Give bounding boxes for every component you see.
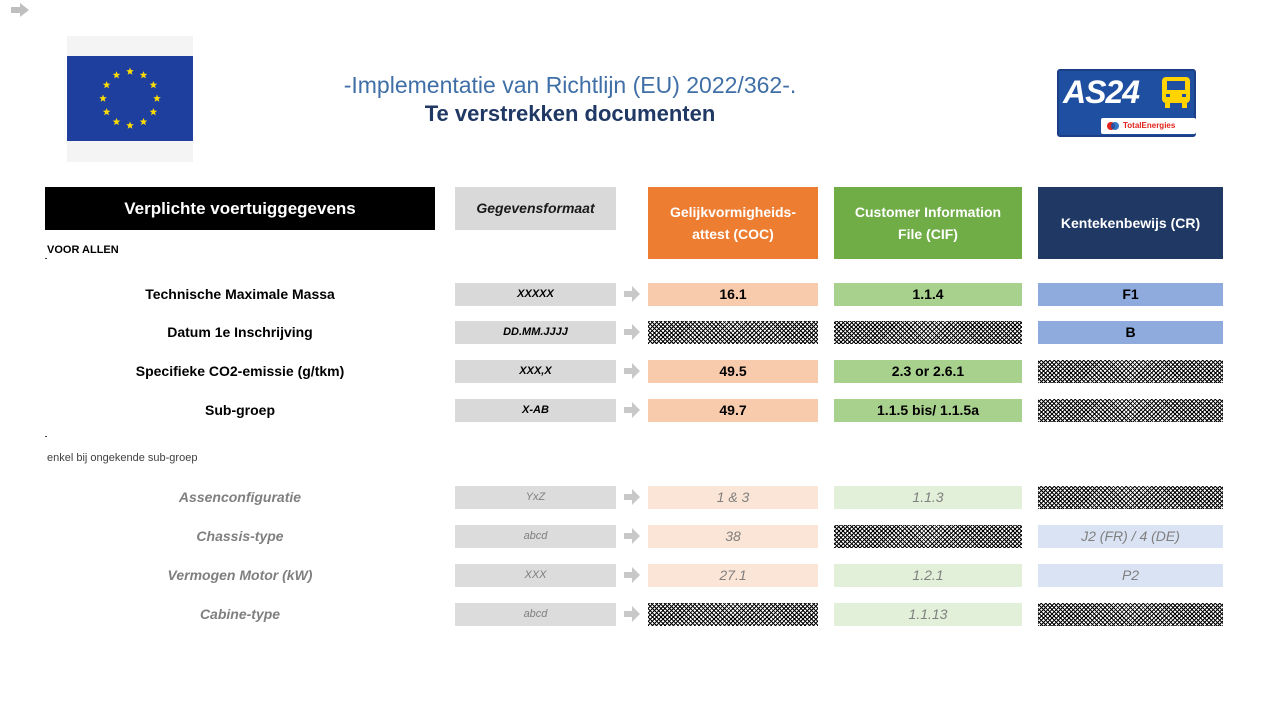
page-subtitle: Te verstrekken documenten [424, 101, 716, 126]
section-label-all: VOOR ALLEN [47, 244, 119, 256]
eu-flag-icon [67, 56, 193, 141]
cif-cell [834, 321, 1022, 344]
cif-cell: 2.3 or 2.6.1 [834, 360, 1022, 383]
right-arrow-icon [624, 567, 640, 583]
right-arrow-icon [624, 324, 640, 340]
logo-subtext: TotalEnergies [1101, 118, 1196, 134]
coc-cell: 1 & 3 [648, 486, 818, 509]
cif-cell: 1.1.13 [834, 603, 1022, 626]
row-label: Chassis-type [196, 528, 284, 544]
row-format: XXXXX [455, 283, 616, 306]
coc-cell: 49.5 [648, 360, 818, 383]
totalenergies-icon [1107, 122, 1119, 130]
row-format: abcd [455, 603, 616, 626]
row-format: X-AB [455, 399, 616, 422]
star-icon [102, 81, 111, 89]
right-arrow-icon [624, 402, 640, 418]
cr-cell [1038, 603, 1223, 626]
section-label-sub: enkel bij ongekende sub-groep [47, 452, 198, 464]
coc-cell: 16.1 [648, 283, 818, 306]
right-arrow-icon [624, 286, 640, 302]
star-icon [126, 121, 134, 129]
coc-cell: 27.1 [648, 564, 818, 587]
row-format: abcd [455, 525, 616, 548]
coc-cell: 38 [648, 525, 818, 548]
cif-cell [834, 525, 1022, 548]
cr-cell [1038, 399, 1223, 422]
row-label: Technische Maximale Massa [145, 286, 335, 302]
cr-cell: J2 (FR) / 4 (DE) [1038, 525, 1223, 548]
cr-cell: P2 [1038, 564, 1223, 587]
star-icon [102, 108, 111, 116]
row-label: Assenconfiguratie [178, 489, 302, 505]
star-icon [139, 117, 148, 126]
truck-icon [1162, 77, 1190, 108]
coc-cell [648, 603, 818, 626]
row-label: Specifieke CO2-emissie (g/tkm) [135, 363, 345, 379]
logo-text: AS24 [1063, 74, 1140, 110]
cr-cell [1038, 486, 1223, 509]
cr-header: Kentekenbewijs (CR) [1038, 187, 1223, 259]
divider [45, 436, 47, 437]
star-icon [126, 67, 134, 75]
row-format: XXX [455, 564, 616, 587]
divider [45, 258, 47, 259]
coc-cell [648, 321, 818, 344]
coc-header: Gelijkvormigheids-attest (COC) [648, 187, 818, 259]
cif-header: Customer Information File (CIF) [834, 187, 1022, 259]
star-icon [112, 71, 121, 79]
main-header: Verplichte voertuiggegevens [45, 187, 435, 230]
cr-cell: F1 [1038, 283, 1223, 306]
cif-cell: 1.1.5 bis/ 1.1.5a [834, 399, 1022, 422]
page-title: -Implementatie van Richtlijn (EU) 2022/3… [343, 72, 797, 98]
right-arrow-icon [624, 489, 640, 505]
right-arrow-icon[interactable] [10, 2, 30, 18]
star-icon [149, 108, 158, 116]
row-label: Datum 1e Inschrijving [167, 324, 313, 340]
star-icon [139, 71, 148, 79]
star-icon [149, 81, 158, 89]
row-label: Cabine-type [199, 606, 281, 622]
right-arrow-icon [624, 528, 640, 544]
cr-cell [1038, 360, 1223, 383]
cif-cell: 1.1.4 [834, 283, 1022, 306]
row-format: DD.MM.JJJJ [455, 321, 616, 344]
row-format: XXX,X [455, 360, 616, 383]
row-label: Sub-groep [205, 402, 275, 418]
coc-cell: 49.7 [648, 399, 818, 422]
cr-cell: B [1038, 321, 1223, 344]
cif-cell: 1.1.3 [834, 486, 1022, 509]
row-format: YxZ [455, 486, 616, 509]
row-label: Vermogen Motor (kW) [167, 567, 313, 583]
star-icon [99, 94, 107, 102]
right-arrow-icon [624, 363, 640, 379]
cif-cell: 1.2.1 [834, 564, 1022, 587]
format-header: Gegevensformaat [455, 187, 616, 230]
star-icon [112, 117, 121, 126]
right-arrow-icon [624, 606, 640, 622]
star-icon [153, 94, 161, 102]
